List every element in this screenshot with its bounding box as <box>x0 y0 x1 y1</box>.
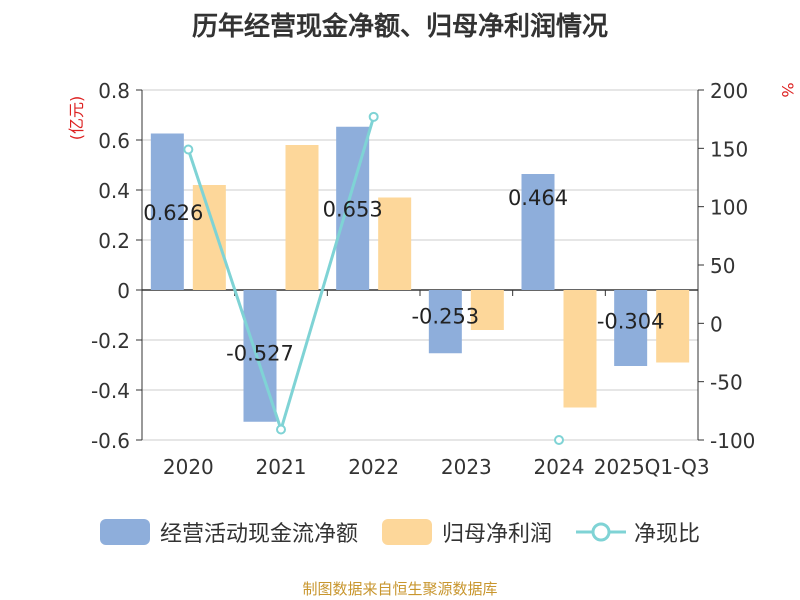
bar-cashflow <box>150 133 184 290</box>
bar-net-profit <box>470 290 504 330</box>
point-cash-ratio <box>554 435 564 445</box>
left-axis-tick-label: 0.6 <box>98 129 130 153</box>
data-label-cashflow: 0.464 <box>508 186 568 210</box>
bar-net-profit <box>285 145 319 290</box>
data-label-cashflow: 0.626 <box>143 201 203 225</box>
x-axis-tick-label: 2025Q1-Q3 <box>594 455 710 479</box>
data-source-note: 制图数据来自恒生聚源数据库 <box>302 580 498 598</box>
right-axis-unit-label: % <box>778 82 797 97</box>
legend-label-net-profit: 归母净利润 <box>441 522 552 547</box>
legend-item-cash-ratio[interactable]: 净现比 <box>576 516 700 548</box>
bar-net-profit <box>656 290 690 363</box>
point-cash-ratio <box>276 424 286 435</box>
data-label-cashflow: 0.653 <box>323 197 383 221</box>
legend-label-cashflow: 经营活动现金流净额 <box>159 522 358 547</box>
right-axis-tick-label: 0 <box>710 312 723 336</box>
data-label-cashflow: -0.527 <box>226 342 294 366</box>
left-axis-tick-label: 0 <box>117 279 130 303</box>
legend-item-net-profit[interactable]: 归母净利润 <box>381 516 552 548</box>
bar-cashflow <box>428 290 462 354</box>
point-cash-ratio <box>183 144 194 155</box>
legend-item-cashflow[interactable]: 经营活动现金流净额 <box>99 516 358 548</box>
left-axis-tick-label: -0.4 <box>91 379 130 403</box>
bar-cashflow <box>521 174 555 290</box>
right-axis-tick-label: -50 <box>710 371 743 395</box>
chart-title: 历年经营现金净额、归母净利润情况 <box>191 12 608 42</box>
right-axis-tick-label: 150 <box>710 137 748 161</box>
legend-label-cash-ratio: 净现比 <box>634 522 701 547</box>
bar-net-profit <box>563 290 597 408</box>
bar-net-profit <box>378 197 412 290</box>
data-label-cashflow: -0.253 <box>411 304 479 328</box>
left-axis-tick-label: -0.2 <box>91 329 130 353</box>
legend-swatch-net-profit <box>381 519 432 545</box>
legend: 经营活动现金流净额 归母净利润 净现比 <box>0 516 800 548</box>
point-cash-ratio <box>368 111 379 122</box>
x-axis-tick-label: 2022 <box>348 455 399 479</box>
legend-swatch-cashflow <box>99 519 150 545</box>
bar-net-profit <box>192 185 226 290</box>
left-axis-tick-label: -0.6 <box>91 429 130 453</box>
right-axis-tick-label: 100 <box>710 196 748 220</box>
x-axis-tick-label: 2024 <box>534 455 585 479</box>
right-axis-tick-label: -100 <box>710 429 755 453</box>
x-axis-tick-label: 2020 <box>163 455 214 479</box>
bar-cashflow <box>614 290 648 366</box>
left-axis-unit-label: (亿元) <box>67 96 86 141</box>
legend-line-icon <box>576 522 626 542</box>
x-axis-tick-label: 2023 <box>441 455 492 479</box>
left-axis-tick-label: 0.4 <box>98 179 130 203</box>
right-axis-tick-label: 50 <box>710 254 735 278</box>
left-axis-tick-label: 0.8 <box>98 79 130 103</box>
left-axis-tick-label: 0.2 <box>98 229 130 253</box>
data-label-cashflow: -0.304 <box>597 309 665 333</box>
x-axis-tick-label: 2021 <box>256 455 307 479</box>
right-axis-tick-label: 200 <box>710 79 748 103</box>
